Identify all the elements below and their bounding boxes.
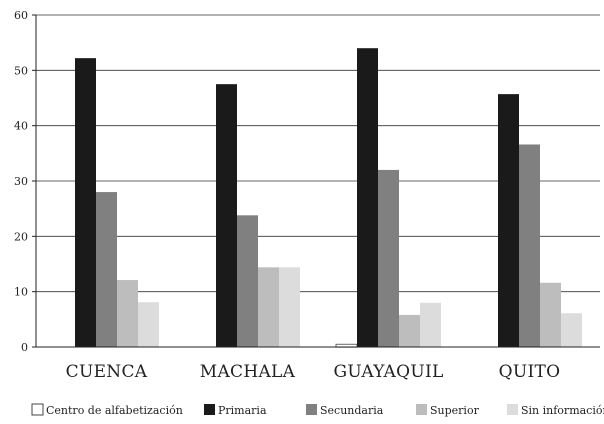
- legend-swatch: [416, 404, 427, 415]
- y-tick-label: 40: [14, 120, 28, 133]
- bar: [216, 84, 237, 348]
- bar: [498, 94, 519, 347]
- legend-swatch: [204, 404, 215, 415]
- legend-label: Superior: [430, 404, 480, 417]
- bar: [75, 58, 96, 347]
- bar: [399, 314, 420, 347]
- legend-swatch: [306, 404, 317, 415]
- bar: [237, 215, 258, 347]
- bars: [75, 48, 582, 348]
- y-tick-label: 20: [14, 230, 28, 243]
- bar: [279, 267, 300, 347]
- bar: [540, 282, 561, 347]
- x-tick-label: QUITO: [499, 362, 561, 382]
- bar: [117, 280, 138, 347]
- legend-swatch: [31, 403, 44, 416]
- legend-label: Primaria: [218, 404, 267, 417]
- x-tick-label: MACHALA: [200, 362, 296, 382]
- y-tick-label: 0: [21, 341, 28, 354]
- bar: [357, 48, 378, 347]
- axis-labels: 0 10 20 30 40 50 60 CUENCA MACHALA GUAYAQUIL QUITO: [14, 9, 560, 382]
- y-tick-label: 50: [14, 64, 28, 77]
- bar: [96, 192, 117, 347]
- legend: Centro de alfabetización Primaria Secundar…: [31, 403, 604, 417]
- legend-label: Sin información: [521, 404, 604, 417]
- y-tick-label: 10: [14, 286, 28, 299]
- bar: [420, 302, 441, 347]
- bar: [519, 144, 540, 347]
- x-tick-label: CUENCA: [66, 362, 148, 382]
- bar: [258, 267, 279, 347]
- legend-label: Secundaria: [320, 404, 384, 417]
- bar: [138, 302, 159, 347]
- legend-label: Centro de alfabetización: [46, 404, 183, 417]
- bar: [378, 169, 399, 347]
- x-tick-label: GUAYAQUIL: [333, 362, 443, 382]
- bar: [561, 313, 582, 347]
- y-tick-label: 60: [14, 9, 28, 22]
- axes: [35, 15, 600, 348]
- legend-swatch: [507, 404, 518, 415]
- y-tick-label: 30: [14, 175, 28, 188]
